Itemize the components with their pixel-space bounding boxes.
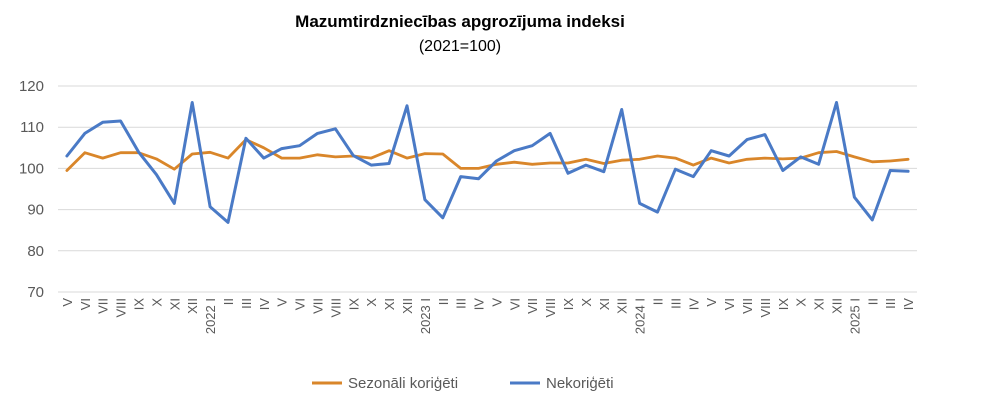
x-tick-label: VI xyxy=(78,298,93,310)
x-tick-label: III xyxy=(454,298,469,309)
x-tick-label: VII xyxy=(525,298,540,314)
series-line-2 xyxy=(65,101,910,224)
y-tick-label: 70 xyxy=(27,284,44,301)
x-tick-label: X xyxy=(364,298,379,307)
x-tick-label: V xyxy=(489,298,504,307)
x-tick-label: IV xyxy=(686,298,701,311)
x-tick-label: II xyxy=(221,298,236,305)
x-tick-label: VI xyxy=(722,298,737,310)
x-tick-label: VIII xyxy=(328,298,343,318)
x-tick-label: XI xyxy=(812,298,827,310)
x-tick-label: X xyxy=(579,298,594,307)
x-tick-label: XII xyxy=(615,298,630,314)
x-tick-label: VIII xyxy=(114,298,129,318)
x-tick-label: XI xyxy=(382,298,397,310)
x-tick-label: VI xyxy=(507,298,522,310)
x-tick-label: II xyxy=(436,298,451,305)
x-tick-label: XI xyxy=(167,298,182,310)
x-tick-label: IX xyxy=(132,298,147,311)
x-tick-label: 2023 I xyxy=(418,298,433,334)
x-tick-label: III xyxy=(883,298,898,309)
y-tick-label: 90 xyxy=(27,202,44,219)
x-tick-label: IV xyxy=(472,298,487,311)
x-tick-label: IX xyxy=(561,298,576,311)
chart-subtitle: (2021=100) xyxy=(418,38,502,55)
x-tick-label: IV xyxy=(901,298,916,311)
x-tick-label: 2022 I xyxy=(203,298,218,334)
x-tick-label: X xyxy=(149,298,164,307)
x-tick-label: XII xyxy=(185,298,200,314)
x-tick-label: XI xyxy=(597,298,612,310)
x-tick-label: VII xyxy=(310,298,325,314)
x-tick-label: XII xyxy=(829,298,844,314)
x-tick-label: V xyxy=(704,298,719,307)
chart-title: Mazumtirdzniecības apgrozījuma indeksi xyxy=(295,12,625,31)
x-tick-label: V xyxy=(275,298,290,307)
legend-label-1: Sezonāli koriģēti xyxy=(348,375,458,392)
x-tick-label: 2024 I xyxy=(633,298,648,334)
legend-label-2: Nekoriģēti xyxy=(546,375,614,392)
x-tick-label: VI xyxy=(293,298,308,310)
x-tick-label: VIII xyxy=(758,298,773,318)
x-tick-label: VII xyxy=(96,298,111,314)
x-tick-label: X xyxy=(794,298,809,307)
y-tick-label: 110 xyxy=(20,119,44,136)
x-tick-label: IX xyxy=(776,298,791,311)
series-line-1 xyxy=(65,138,910,172)
x-tick-label: III xyxy=(668,298,683,309)
y-tick-label: 120 xyxy=(19,78,44,95)
x-tick-label: IV xyxy=(257,298,272,311)
x-tick-label: II xyxy=(865,298,880,305)
y-tick-label: 100 xyxy=(19,160,44,177)
x-tick-label: III xyxy=(239,298,254,309)
x-tick-label: IX xyxy=(346,298,361,311)
x-tick-label: V xyxy=(60,298,75,307)
x-tick-label: VIII xyxy=(543,298,558,318)
y-tick-label: 80 xyxy=(27,243,44,260)
x-tick-label: VII xyxy=(740,298,755,314)
x-tick-label: 2025 I xyxy=(847,298,862,334)
x-tick-label: II xyxy=(651,298,666,305)
x-tick-label: XII xyxy=(400,298,415,314)
